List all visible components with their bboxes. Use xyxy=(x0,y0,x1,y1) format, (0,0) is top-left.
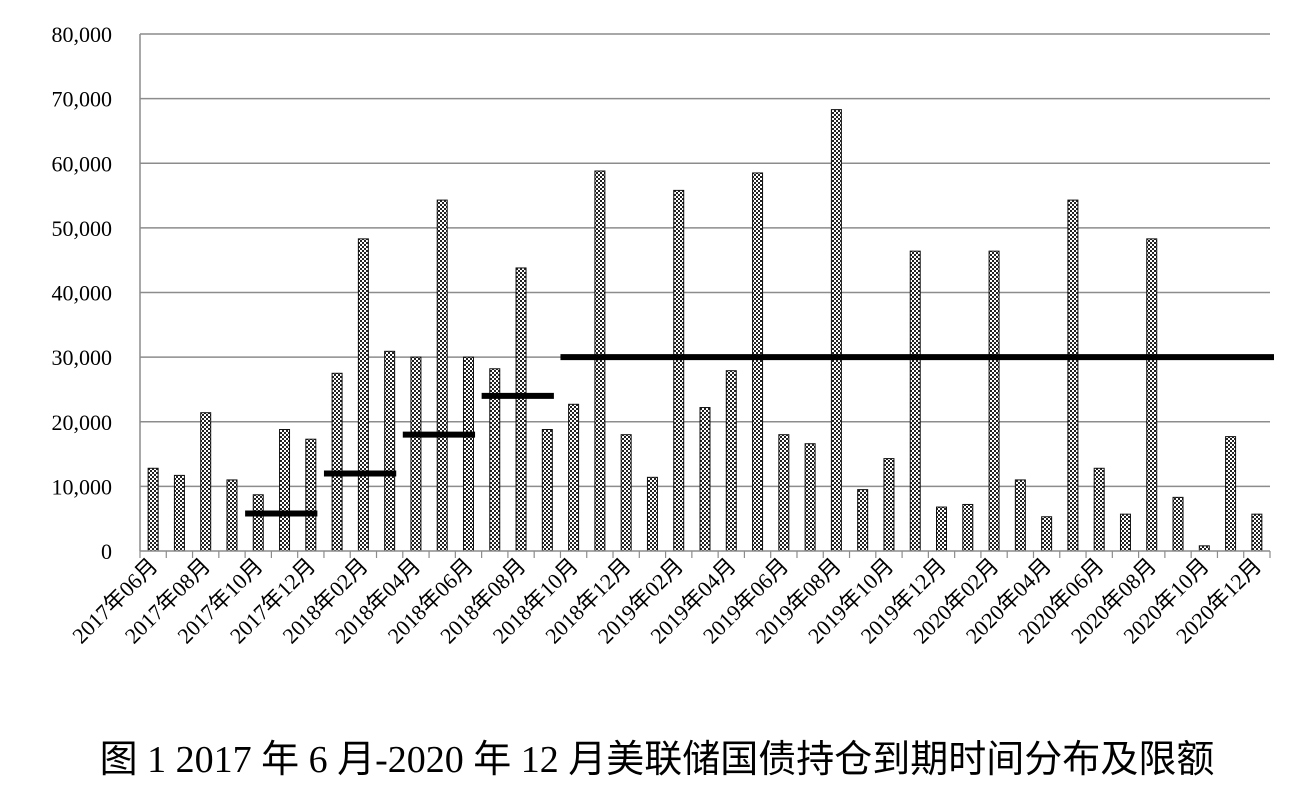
bar xyxy=(1067,199,1079,552)
bar xyxy=(620,434,632,552)
bar xyxy=(568,403,580,552)
bar xyxy=(699,407,711,552)
bar xyxy=(883,458,895,552)
bar xyxy=(673,189,685,552)
bar xyxy=(252,494,264,552)
bar xyxy=(1093,467,1105,552)
bar xyxy=(752,172,764,552)
bar xyxy=(1225,436,1237,552)
bar xyxy=(1041,516,1053,552)
bar xyxy=(279,429,291,552)
bar xyxy=(147,467,159,552)
bar xyxy=(1119,513,1131,552)
bar-chart: 0 10,000 20,000 30,000 40,000 50,000 60,000 70,… xyxy=(52,22,1274,648)
y-tick-label: 20,000 xyxy=(52,410,113,435)
bar xyxy=(909,250,921,552)
bar xyxy=(1172,496,1184,552)
x-axis-tick-labels: 2017年06月2017年08月2017年10月2017年12月2018年02月… xyxy=(67,553,1266,648)
bar xyxy=(857,489,869,552)
bar xyxy=(384,350,396,552)
y-tick-label: 50,000 xyxy=(52,216,113,241)
bar xyxy=(962,503,974,552)
bar xyxy=(515,267,527,552)
bar xyxy=(226,479,238,552)
bars xyxy=(147,109,1263,552)
bar xyxy=(200,412,212,552)
bar xyxy=(988,250,1000,552)
figure-caption: 图 1 2017 年 6 月-2020 年 12 月美联储国债持仓到期时间分布及… xyxy=(99,739,1215,781)
y-tick-label: 40,000 xyxy=(52,281,113,306)
y-tick-label: 60,000 xyxy=(52,151,113,176)
bar xyxy=(410,356,422,552)
y-tick-label: 10,000 xyxy=(52,474,113,499)
bar xyxy=(830,109,842,552)
bar xyxy=(594,170,606,552)
y-tick-label: 0 xyxy=(101,539,112,564)
bar xyxy=(357,238,369,552)
bar xyxy=(331,372,343,552)
bar xyxy=(778,434,790,552)
y-axis-tick-labels: 0 10,000 20,000 30,000 40,000 50,000 60,000 70,… xyxy=(52,22,113,564)
bar xyxy=(436,199,448,552)
bar xyxy=(541,429,553,552)
limit-lines xyxy=(245,354,1274,517)
x-axis xyxy=(139,34,1271,558)
bar xyxy=(173,474,185,552)
bar xyxy=(1198,545,1210,552)
bar xyxy=(305,438,317,552)
y-tick-label: 80,000 xyxy=(52,22,113,47)
bar xyxy=(725,370,737,552)
bar xyxy=(804,443,816,552)
bar xyxy=(462,356,474,552)
bar xyxy=(1146,238,1158,552)
bar xyxy=(936,506,948,552)
bar xyxy=(646,476,658,552)
bar xyxy=(1014,479,1026,552)
y-tick-label: 70,000 xyxy=(52,87,113,112)
bar xyxy=(1251,513,1263,552)
y-tick-label: 30,000 xyxy=(52,345,113,370)
